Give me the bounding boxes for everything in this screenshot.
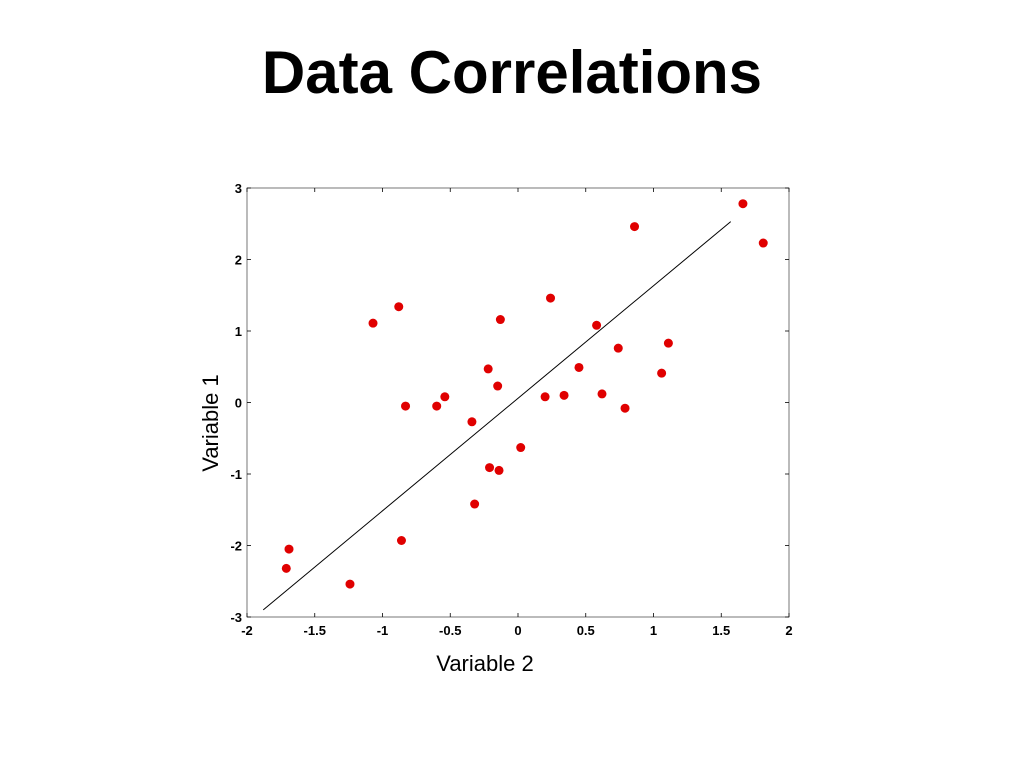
x-tick-label: 2 [785, 623, 792, 638]
data-point [493, 381, 503, 391]
data-point [284, 544, 294, 554]
data-point [738, 199, 748, 209]
data-point [620, 403, 630, 413]
data-point [345, 579, 355, 589]
data-point [574, 362, 584, 372]
x-axis-label: Variable 2 [436, 651, 533, 676]
x-tick-label: -0.5 [439, 623, 461, 638]
y-tick-label: 2 [235, 253, 242, 268]
data-point [758, 238, 768, 248]
x-tick-label: -2 [241, 623, 253, 638]
data-point [630, 222, 640, 232]
x-tick-label: -1.5 [304, 623, 326, 638]
data-point [559, 390, 569, 400]
y-tick-label: -2 [230, 539, 242, 554]
data-points [281, 199, 768, 589]
data-point [470, 499, 480, 509]
trend-line [262, 221, 732, 611]
y-tick-label: 1 [235, 324, 242, 339]
data-point [467, 417, 477, 427]
data-point [516, 443, 526, 453]
data-point [485, 463, 495, 473]
axis-ticks [246, 187, 790, 618]
data-point [394, 302, 404, 312]
data-point [597, 389, 607, 399]
x-tick-label: 1 [650, 623, 657, 638]
y-tick-label: -3 [230, 610, 242, 625]
data-point [401, 401, 411, 411]
data-point [440, 392, 450, 402]
data-point [495, 315, 505, 325]
data-point [396, 535, 406, 545]
data-point [281, 563, 291, 573]
data-point [432, 401, 442, 411]
y-axis-label: Variable 1 [198, 374, 223, 471]
slide-title: Data Correlations [261, 39, 763, 106]
y-tick-label: 0 [235, 396, 242, 411]
x-tick-label: 1.5 [712, 623, 730, 638]
x-tick-label: 0 [514, 623, 521, 638]
data-point [546, 293, 556, 303]
x-tick-label: 0.5 [577, 623, 595, 638]
y-tick-label: 3 [235, 181, 242, 196]
data-point [663, 338, 673, 348]
y-tick-label: -1 [230, 467, 242, 482]
data-point [483, 364, 493, 374]
data-point [494, 465, 504, 475]
x-tick-label: -1 [377, 623, 389, 638]
plot-frame [246, 187, 790, 618]
data-point [657, 368, 667, 378]
data-point [592, 320, 602, 330]
data-point [613, 343, 623, 353]
data-point [540, 392, 550, 402]
data-point [368, 318, 378, 328]
